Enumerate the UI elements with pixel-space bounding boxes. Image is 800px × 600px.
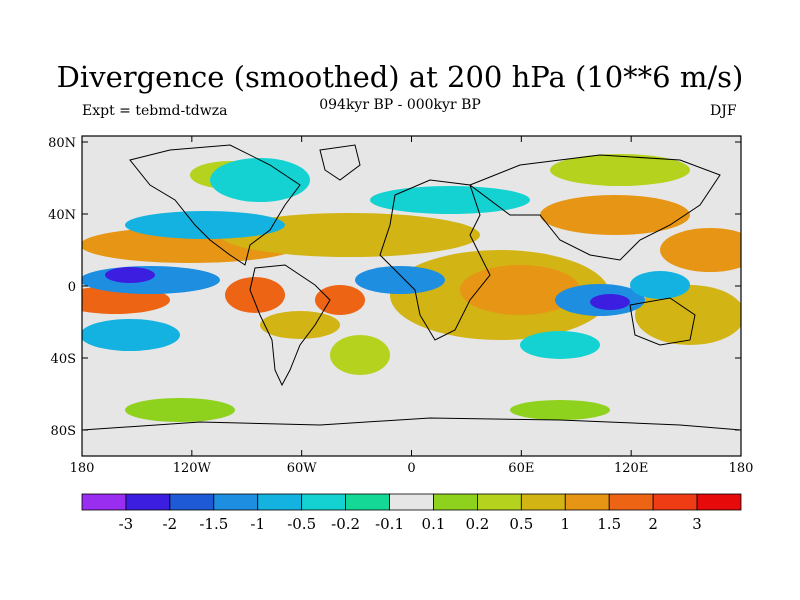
colorbar-swatch (213, 493, 259, 511)
colorbar-swatch (81, 493, 127, 511)
plot-title: Divergence (smoothed) at 200 hPa (10**6 … (56, 60, 744, 94)
colorbar-swatch (608, 493, 654, 511)
coastlines (82, 144, 741, 431)
lon-label: 60W (287, 461, 318, 476)
colorbar-label: -1.5 (199, 515, 228, 533)
colorbar-swatch (476, 493, 522, 511)
colorbar-swatch (301, 493, 346, 511)
lon-label: 120E (614, 461, 648, 476)
colorbar-label: 0.2 (465, 515, 489, 533)
divergence-field (82, 136, 741, 456)
colorbar-swatch (257, 493, 303, 511)
colorbar-swatch (564, 493, 610, 511)
colorbar-label: -1 (250, 515, 265, 533)
colorbar-label: -0.2 (331, 515, 360, 533)
colorbar-swatch (345, 493, 390, 511)
lat-label: 0 (68, 280, 76, 295)
colorbar-label: 1 (560, 515, 570, 533)
colorbar-label: 0.1 (422, 515, 446, 533)
lon-axis: 180 120W 60W 0 60E 120E 180 (70, 136, 754, 476)
colorbar-label: 3 (692, 515, 702, 533)
colorbar-label: -3 (119, 515, 134, 533)
colorbar-swatch (652, 493, 698, 511)
colorbar-label: 2 (648, 515, 658, 533)
colorbar-label: -0.5 (287, 515, 316, 533)
colorbar-label: 1.5 (597, 515, 621, 533)
lat-label: 40N (48, 208, 76, 223)
lat-label: 40S (51, 352, 76, 367)
colorbar-label: -0.1 (375, 515, 404, 533)
colorbar-swatch (433, 493, 478, 511)
lon-label: 120W (173, 461, 212, 476)
lon-label: 60E (508, 461, 534, 476)
period-label: 094kyr BP - 000kyr BP (319, 97, 481, 113)
lon-label: 180 (70, 461, 95, 476)
colorbar-label: 0.5 (509, 515, 533, 533)
lon-label: 180 (729, 461, 754, 476)
lon-label: 0 (407, 461, 415, 476)
colorbar-swatch (169, 493, 215, 511)
lat-label: 80N (48, 136, 76, 151)
season-label: DJF (710, 103, 737, 119)
colorbar-swatch (696, 493, 742, 511)
colorbar-swatch (389, 493, 434, 511)
lat-label: 80S (51, 424, 76, 439)
colorbar-label: -2 (163, 515, 178, 533)
colorbar-swatch (520, 493, 566, 511)
colorbar-swatch (125, 493, 171, 511)
lat-axis: 80N 40N 0 40S 80S (48, 136, 741, 439)
colorbar: -3 -2 -1.5 -1 -0.5 -0.2 -0.1 0.1 0.2 0.5 1 1.5 2 3 (81, 493, 742, 533)
experiment-label: Expt = tebmd-tdwza (82, 103, 228, 119)
